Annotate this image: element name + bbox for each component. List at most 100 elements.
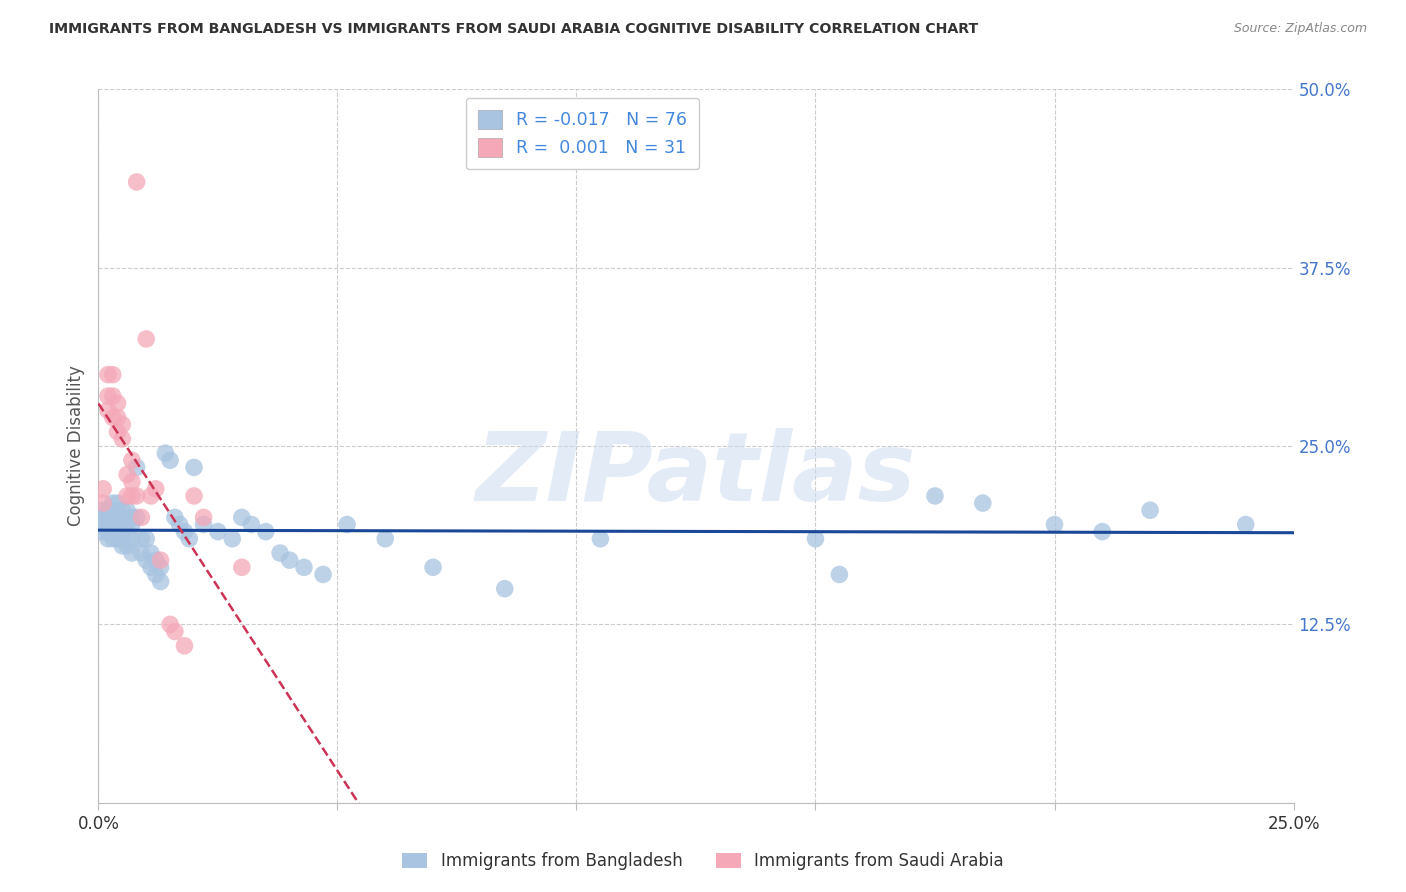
Point <box>169 517 191 532</box>
Point <box>115 517 138 532</box>
Point <box>111 510 134 524</box>
Point <box>139 546 162 560</box>
Point <box>231 560 253 574</box>
Point <box>101 532 124 546</box>
Point <box>107 510 129 524</box>
Point <box>101 524 124 539</box>
Point <box>107 396 129 410</box>
Point <box>121 475 143 489</box>
Point <box>125 460 148 475</box>
Point <box>115 467 138 482</box>
Point <box>115 539 138 553</box>
Point <box>97 524 120 539</box>
Point <box>115 489 138 503</box>
Text: ZIPatlas: ZIPatlas <box>475 428 917 521</box>
Point <box>828 567 851 582</box>
Point <box>135 332 157 346</box>
Point <box>125 489 148 503</box>
Point <box>1043 517 1066 532</box>
Point <box>231 510 253 524</box>
Point <box>115 524 138 539</box>
Point <box>107 425 129 439</box>
Point <box>111 524 134 539</box>
Point <box>145 567 167 582</box>
Point <box>972 496 994 510</box>
Point <box>91 510 114 524</box>
Point <box>173 639 195 653</box>
Legend: R = -0.017   N = 76, R =  0.001   N = 31: R = -0.017 N = 76, R = 0.001 N = 31 <box>465 98 699 169</box>
Point <box>91 503 114 517</box>
Point <box>97 368 120 382</box>
Point <box>91 482 114 496</box>
Point <box>121 489 143 503</box>
Point <box>1091 524 1114 539</box>
Point <box>159 617 181 632</box>
Point <box>97 517 120 532</box>
Point <box>101 503 124 517</box>
Point <box>125 510 148 524</box>
Point <box>101 496 124 510</box>
Point <box>149 574 172 589</box>
Text: Source: ZipAtlas.com: Source: ZipAtlas.com <box>1233 22 1367 36</box>
Point <box>269 546 291 560</box>
Point <box>254 524 277 539</box>
Point <box>494 582 516 596</box>
Point <box>121 517 143 532</box>
Point <box>101 410 124 425</box>
Point <box>107 517 129 532</box>
Point <box>101 510 124 524</box>
Text: IMMIGRANTS FROM BANGLADESH VS IMMIGRANTS FROM SAUDI ARABIA COGNITIVE DISABILITY : IMMIGRANTS FROM BANGLADESH VS IMMIGRANTS… <box>49 22 979 37</box>
Point <box>91 524 114 539</box>
Point <box>163 624 186 639</box>
Point <box>97 503 120 517</box>
Point <box>97 510 120 524</box>
Point <box>240 517 263 532</box>
Point <box>193 510 215 524</box>
Point <box>97 389 120 403</box>
Point <box>173 524 195 539</box>
Point <box>111 517 134 532</box>
Point <box>107 524 129 539</box>
Point <box>97 403 120 417</box>
Point <box>221 532 243 546</box>
Point <box>179 532 201 546</box>
Y-axis label: Cognitive Disability: Cognitive Disability <box>67 366 86 526</box>
Point <box>111 532 134 546</box>
Point <box>101 389 124 403</box>
Point <box>1139 503 1161 517</box>
Point <box>131 546 153 560</box>
Point <box>589 532 612 546</box>
Point <box>97 532 120 546</box>
Point <box>121 532 143 546</box>
Point <box>1234 517 1257 532</box>
Point <box>131 532 153 546</box>
Point <box>121 546 143 560</box>
Point <box>183 489 205 503</box>
Point <box>107 532 129 546</box>
Point <box>292 560 315 574</box>
Point <box>131 510 153 524</box>
Point <box>107 410 129 425</box>
Point <box>139 489 162 503</box>
Point <box>101 517 124 532</box>
Point <box>135 553 157 567</box>
Point <box>278 553 301 567</box>
Point <box>159 453 181 467</box>
Point <box>107 496 129 510</box>
Point <box>101 368 124 382</box>
Point <box>135 532 157 546</box>
Point <box>312 567 335 582</box>
Point <box>121 510 143 524</box>
Point <box>145 553 167 567</box>
Point <box>207 524 229 539</box>
Point <box>149 553 172 567</box>
Point <box>163 510 186 524</box>
Point <box>111 432 134 446</box>
Point <box>149 560 172 574</box>
Point <box>139 560 162 574</box>
Point <box>374 532 396 546</box>
Point <box>155 446 177 460</box>
Point <box>121 453 143 467</box>
Point <box>145 482 167 496</box>
Point <box>125 175 148 189</box>
